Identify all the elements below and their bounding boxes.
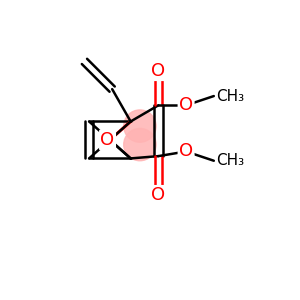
Text: O: O (100, 131, 115, 149)
Text: O: O (179, 96, 193, 114)
Circle shape (124, 110, 156, 142)
Text: O: O (151, 186, 165, 204)
Text: CH₃: CH₃ (216, 153, 244, 168)
Circle shape (124, 128, 156, 161)
Text: O: O (179, 142, 193, 160)
Text: O: O (151, 62, 165, 80)
Text: CH₃: CH₃ (216, 88, 244, 104)
